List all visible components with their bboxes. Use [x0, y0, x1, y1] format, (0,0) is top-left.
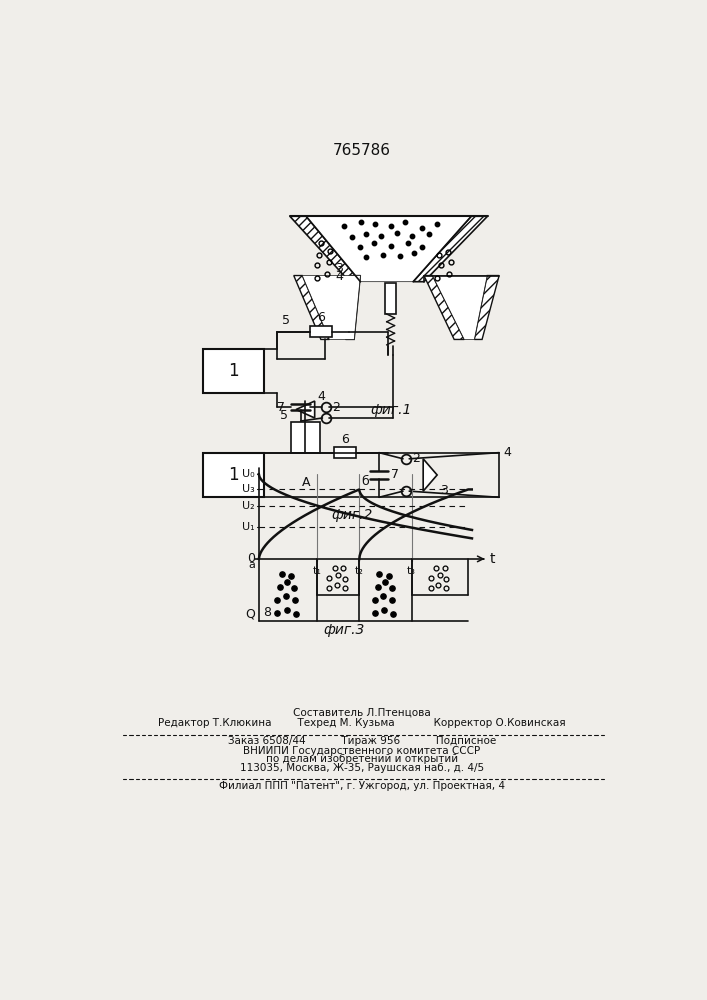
Text: 765786: 765786: [333, 143, 391, 158]
Text: 5: 5: [282, 314, 290, 327]
Text: a: a: [248, 560, 255, 570]
Polygon shape: [474, 276, 499, 339]
Text: t: t: [490, 552, 496, 566]
Text: 3: 3: [440, 484, 448, 497]
Text: 5: 5: [279, 409, 288, 422]
Text: 4: 4: [503, 446, 511, 459]
Polygon shape: [303, 276, 361, 339]
Text: 8: 8: [264, 606, 271, 619]
Text: 2: 2: [412, 452, 420, 465]
Polygon shape: [424, 276, 464, 339]
Text: A: A: [302, 476, 310, 489]
Bar: [310, 326, 332, 337]
Text: 3: 3: [336, 262, 344, 275]
Text: U₃: U₃: [243, 484, 255, 494]
Text: 6: 6: [317, 311, 325, 324]
Bar: [334, 447, 356, 458]
Text: Заказ 6508/44           Тираж 956           Подписное: Заказ 6508/44 Тираж 956 Подписное: [228, 736, 496, 746]
Bar: [385, 283, 396, 314]
Text: фиг.3: фиг.3: [323, 623, 365, 637]
Text: 113035, Москва, Ж-35, Раушская наб., д. 4/5: 113035, Москва, Ж-35, Раушская наб., д. …: [240, 763, 484, 773]
Polygon shape: [293, 276, 329, 339]
Text: 4: 4: [336, 270, 344, 283]
Polygon shape: [433, 276, 487, 339]
Text: б: б: [361, 475, 368, 488]
Text: фиг.2: фиг.2: [331, 508, 373, 522]
Text: Составитель Л.Птенцова: Составитель Л.Птенцова: [293, 707, 431, 717]
Text: по делам изобретений и открытий: по делам изобретений и открытий: [266, 754, 458, 764]
Text: t₃: t₃: [407, 566, 416, 576]
Text: 2: 2: [332, 401, 339, 414]
Polygon shape: [306, 216, 472, 282]
Polygon shape: [413, 216, 488, 282]
Text: Q: Q: [245, 607, 255, 620]
Text: U₂: U₂: [243, 501, 255, 511]
Polygon shape: [346, 276, 361, 339]
Text: 1: 1: [228, 362, 239, 380]
Text: 1: 1: [228, 466, 239, 484]
Text: 4: 4: [317, 390, 326, 403]
Text: 7: 7: [392, 468, 399, 481]
Polygon shape: [290, 216, 361, 282]
Bar: [291, 422, 320, 453]
Polygon shape: [296, 401, 315, 418]
Bar: [203, 453, 264, 497]
Text: t₁: t₁: [313, 566, 322, 576]
Text: 0: 0: [247, 552, 255, 565]
Text: Филиал ППП "Патент", г. Ужгород, ул. Проектная, 4: Филиал ППП "Патент", г. Ужгород, ул. Про…: [219, 781, 505, 791]
Text: Редактор Т.Клюкина        Техред М. Кузьма            Корректор О.Ковинская: Редактор Т.Клюкина Техред М. Кузьма Корр…: [158, 718, 566, 728]
Text: U₀: U₀: [243, 469, 255, 479]
Text: 6: 6: [341, 433, 349, 446]
Polygon shape: [423, 459, 437, 491]
Text: фиг.1: фиг.1: [370, 403, 411, 417]
Bar: [203, 349, 264, 393]
Text: 7: 7: [277, 401, 285, 414]
Text: ВНИИПИ Государственного комитета СССР: ВНИИПИ Государственного комитета СССР: [243, 746, 481, 756]
Text: U₁: U₁: [243, 522, 255, 532]
Text: t₂: t₂: [355, 566, 364, 576]
